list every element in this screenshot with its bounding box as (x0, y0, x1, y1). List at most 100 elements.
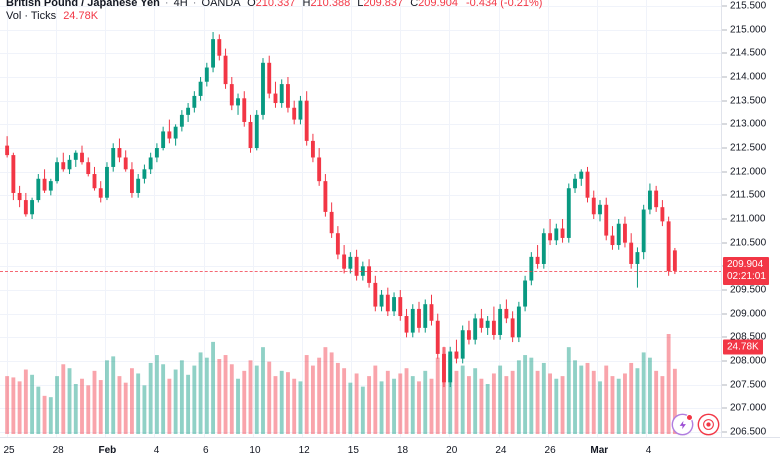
volume-bar (86, 385, 91, 434)
gridline-vertical (597, 0, 598, 438)
volume-bar (585, 362, 590, 434)
gridline-vertical (449, 0, 450, 438)
chart-plot-area[interactable] (0, 0, 722, 438)
volume-bar (148, 362, 153, 434)
volume-bar (323, 347, 328, 434)
price-tick-dash (722, 407, 727, 409)
candle-body (566, 188, 571, 238)
candle-body (598, 204, 602, 215)
record-button[interactable] (699, 415, 718, 434)
gridline-horizontal (0, 313, 722, 315)
candle-body (148, 157, 153, 170)
candle-body (73, 152, 78, 160)
volume-bar (554, 378, 559, 434)
candle-body (248, 121, 253, 148)
volume-bar (379, 381, 384, 434)
volume-bar (560, 376, 565, 434)
price-tick: 212.000 (722, 166, 780, 177)
volume-bar (167, 378, 172, 434)
candle-body (286, 84, 290, 108)
volume-bar (529, 357, 534, 434)
volume-bar (105, 360, 109, 434)
volume-bar (579, 365, 584, 434)
volume-bar (604, 365, 609, 434)
price-tick-dash (722, 52, 727, 54)
price-tick-dash (722, 242, 727, 244)
price-tick-dash (722, 218, 727, 220)
volume-bar (354, 373, 359, 434)
volume-bar (392, 378, 396, 434)
volume-bar (404, 368, 409, 434)
time-tick: 20 (446, 445, 458, 456)
candle-body (154, 148, 159, 158)
price-tick-dash (722, 5, 727, 7)
gridline-horizontal (0, 148, 722, 149)
candle-body (641, 209, 646, 253)
candle-body (635, 252, 640, 264)
current-price-value: 209.904 (727, 258, 764, 270)
candle-body (591, 197, 596, 215)
candle-body (647, 190, 652, 210)
gridline-horizontal (0, 53, 722, 55)
volume-bar (92, 370, 97, 434)
time-tick: 15 (347, 445, 359, 456)
candle-body (323, 181, 328, 212)
candle-body (254, 114, 259, 148)
price-tick-dash (722, 336, 727, 338)
volume-bar (516, 360, 521, 434)
volume-bar (367, 376, 372, 434)
volume-bar (304, 355, 309, 434)
candle-body (23, 200, 28, 215)
candle-body (429, 304, 434, 321)
lightning-bolt-icon (679, 420, 686, 429)
volume-bar (435, 357, 440, 434)
volume-bar (360, 386, 365, 434)
volume-bar (186, 374, 191, 434)
gridline-horizontal (0, 29, 722, 31)
candlestick-series (5, 32, 677, 434)
volume-bar (17, 381, 22, 434)
candle-body (454, 351, 459, 359)
candle-body (616, 223, 621, 246)
gridline-horizontal (0, 290, 722, 291)
candle-body (61, 162, 66, 170)
volume-bar (42, 395, 47, 434)
candle-body (5, 145, 10, 156)
candle-body (186, 107, 191, 115)
price-tick-label: 207.000 (730, 402, 767, 414)
volume-bar (523, 355, 528, 434)
candle-body (242, 98, 247, 122)
candle-body (198, 81, 203, 96)
candle-body (379, 294, 384, 307)
candle-body (523, 280, 528, 307)
candle-body (392, 297, 396, 312)
candle-body (217, 39, 222, 56)
candle-body (498, 308, 503, 335)
candle-body (491, 320, 496, 335)
volume-bar (192, 365, 197, 434)
candle-body (417, 308, 421, 328)
price-tick-dash (722, 123, 727, 125)
volume-bar (460, 365, 465, 434)
volume-bar (242, 370, 247, 434)
volume-bar (641, 352, 646, 434)
candle-body (17, 192, 22, 201)
alert-button[interactable] (673, 414, 693, 434)
candle-body (105, 166, 109, 198)
candle-body (204, 67, 209, 82)
candle-body (329, 211, 334, 234)
gridline-vertical (351, 0, 352, 438)
gridline-vertical (154, 0, 155, 438)
volume-bar (479, 378, 484, 434)
volume-bar (223, 355, 228, 434)
price-tick: 214.500 (722, 48, 780, 59)
price-tick: 212.500 (722, 143, 780, 154)
volume-bar (154, 355, 159, 434)
volume-bar (623, 373, 627, 434)
candle-body (36, 178, 41, 201)
time-axis[interactable]: 25 28 Feb 4 6 10 12 15 18 20 24 26 Mar 4 (0, 437, 780, 470)
price-tick-label: 209.500 (730, 284, 767, 296)
volume-bar (317, 357, 322, 434)
price-axis[interactable]: 209.904 02:21:01 24.78K 215.500 215.000 21… (721, 0, 780, 438)
price-tick-dash (722, 76, 727, 78)
